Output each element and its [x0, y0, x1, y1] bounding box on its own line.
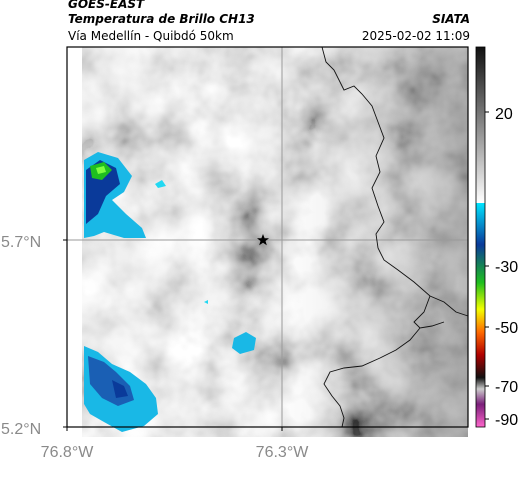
colorbar-ticks — [485, 111, 489, 420]
lat-tick-label-1: 5.7°N — [1, 234, 41, 251]
product-title: Temperatura de Brillo CH13 — [68, 12, 255, 26]
star-marker — [257, 234, 269, 246]
brightness-temperature-field — [82, 47, 468, 437]
colorbar — [475, 46, 486, 428]
lon-tick-label-2: 76.3°W — [256, 444, 310, 461]
department-boundary — [321, 46, 469, 428]
agency-label: SIATA — [432, 12, 470, 26]
colorbar-tick-label-3: -50 — [495, 320, 518, 337]
colorbar-tick-label-4: -70 — [495, 379, 518, 396]
colorbar-tick-label-1: 20 — [495, 106, 513, 123]
satellite-title: GOES-EAST — [68, 0, 145, 11]
datetime-label: 2025-02-02 11:09 — [361, 29, 470, 43]
map-frame — [66, 46, 469, 428]
cold-cloud-center — [232, 332, 256, 354]
lon-tick-label-1: 76.8°W — [41, 444, 95, 461]
lat-tick-label-2: 5.2°N — [1, 421, 41, 438]
colorbar-tick-label-2: -30 — [495, 259, 518, 276]
region-label: Vía Medellín - Quibdó 50km — [68, 29, 234, 43]
colorbar-tick-label-5: -90 — [495, 412, 518, 429]
